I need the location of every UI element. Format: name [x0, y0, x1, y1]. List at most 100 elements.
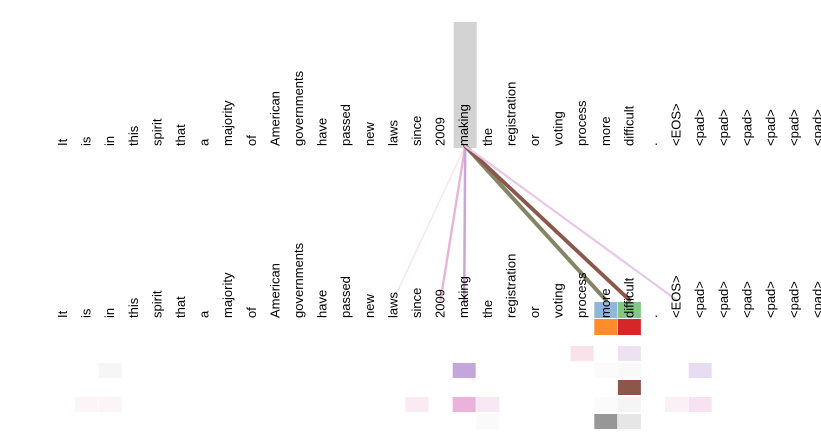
token-attention-cells	[594, 302, 641, 335]
top-token[interactable]: spirit	[149, 118, 164, 146]
top-token[interactable]: passed	[338, 104, 353, 146]
top-token[interactable]: <pad>	[810, 109, 821, 146]
attention-heatmap	[75, 346, 712, 429]
bottom-token[interactable]: new	[362, 294, 377, 318]
bottom-token[interactable]: <pad>	[692, 281, 707, 318]
bottom-token[interactable]: process	[574, 272, 589, 318]
bottom-token[interactable]: since	[409, 288, 424, 318]
heatmap-cell	[617, 363, 641, 378]
top-token[interactable]: the	[480, 128, 495, 146]
attention-line	[464, 144, 678, 302]
top-token[interactable]: <pad>	[763, 109, 778, 146]
bottom-token[interactable]: difficult	[621, 277, 636, 318]
heatmap-cell	[617, 346, 641, 361]
token-attention-cell	[594, 319, 618, 335]
heatmap-cell	[665, 397, 689, 412]
bottom-token[interactable]: <pad>	[716, 281, 731, 318]
bottom-token[interactable]: the	[480, 300, 495, 318]
top-token[interactable]: majority	[220, 100, 235, 146]
top-token[interactable]: 2009	[433, 117, 448, 146]
bottom-token[interactable]: It	[55, 310, 70, 318]
bottom-token[interactable]: a	[197, 310, 212, 318]
top-token[interactable]: in	[102, 136, 117, 146]
top-token[interactable]: It	[55, 138, 70, 146]
top-token[interactable]: of	[244, 135, 259, 146]
bottom-token[interactable]: <pad>	[810, 281, 821, 318]
heatmap-cell	[570, 346, 594, 361]
bottom-token[interactable]: of	[244, 307, 259, 318]
bottom-token[interactable]: passed	[338, 276, 353, 318]
top-token[interactable]: new	[362, 122, 377, 146]
bottom-token[interactable]: that	[173, 296, 188, 318]
heatmap-cell	[617, 414, 641, 429]
heatmap-cell	[476, 414, 500, 429]
heatmap-cell	[617, 380, 641, 395]
bottom-token[interactable]: in	[102, 308, 117, 318]
heatmap-cell	[617, 397, 641, 412]
bottom-token[interactable]: laws	[385, 291, 400, 318]
heatmap-cell	[594, 414, 618, 429]
top-token[interactable]: since	[409, 116, 424, 146]
bottom-token[interactable]: is	[79, 308, 94, 318]
bottom-token[interactable]: <pad>	[739, 281, 754, 318]
top-token[interactable]: .	[645, 142, 660, 146]
token-attention-cell	[594, 302, 618, 318]
attention-lines	[392, 144, 678, 302]
top-token[interactable]: <pad>	[692, 109, 707, 146]
top-token[interactable]: difficult	[621, 105, 636, 146]
token-attention-cell	[617, 302, 641, 318]
heatmap-cell	[688, 363, 712, 378]
top-token[interactable]: registration	[503, 82, 518, 146]
top-token[interactable]: that	[173, 124, 188, 146]
bottom-token[interactable]: 2009	[433, 289, 448, 318]
heatmap-cell	[594, 363, 618, 378]
top-token[interactable]: <pad>	[739, 109, 754, 146]
top-token-row: It is in this spirit that a majority of American g…	[55, 70, 821, 146]
attention-line	[463, 144, 632, 302]
heatmap-cell	[688, 397, 712, 412]
bottom-token[interactable]: <pad>	[787, 281, 802, 318]
top-token[interactable]: making	[456, 104, 471, 146]
top-token[interactable]: <pad>	[787, 109, 802, 146]
bottom-token[interactable]: making	[456, 276, 471, 318]
top-token[interactable]: or	[527, 134, 542, 146]
heatmap-cell	[98, 397, 122, 412]
attention-line	[392, 145, 466, 301]
top-token[interactable]: governments	[291, 70, 306, 146]
top-token[interactable]: is	[79, 136, 94, 146]
top-token[interactable]: this	[126, 125, 141, 146]
bottom-token[interactable]: American	[267, 263, 282, 318]
bottom-token[interactable]: voting	[551, 283, 566, 318]
heatmap-cell	[452, 397, 476, 412]
heatmap-cell	[594, 397, 618, 412]
bottom-token-row: It is in this spirit that a majority of American g…	[55, 242, 821, 318]
top-token[interactable]: voting	[551, 111, 566, 146]
top-token[interactable]: <EOS>	[669, 103, 684, 146]
bottom-token[interactable]: more	[598, 288, 613, 318]
bottom-token[interactable]: <pad>	[763, 281, 778, 318]
heatmap-cell	[405, 397, 429, 412]
token-attention-cell	[617, 319, 641, 335]
bottom-token[interactable]: have	[315, 290, 330, 318]
top-token[interactable]: American	[267, 91, 282, 146]
bottom-token[interactable]: spirit	[149, 290, 164, 318]
heatmap-cell	[476, 397, 500, 412]
attention-line	[439, 144, 467, 302]
top-token[interactable]: have	[315, 118, 330, 146]
bottom-token[interactable]: this	[126, 297, 141, 318]
top-token[interactable]: more	[598, 116, 613, 146]
top-token[interactable]: <pad>	[716, 109, 731, 146]
top-token[interactable]: a	[197, 138, 212, 146]
top-token[interactable]: process	[574, 100, 589, 146]
heatmap-cell	[452, 363, 476, 378]
bottom-token[interactable]: governments	[291, 242, 306, 318]
bottom-token[interactable]: <EOS>	[669, 275, 684, 318]
attention-line	[463, 144, 608, 302]
bottom-token[interactable]: or	[527, 306, 542, 318]
bottom-token[interactable]: .	[645, 314, 660, 318]
bottom-token[interactable]: majority	[220, 272, 235, 318]
selected-token-highlight	[453, 22, 477, 148]
bottom-token[interactable]: registration	[503, 254, 518, 318]
top-token[interactable]: laws	[385, 119, 400, 146]
